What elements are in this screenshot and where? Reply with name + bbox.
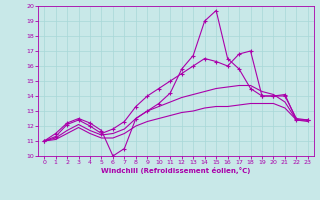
X-axis label: Windchill (Refroidissement éolien,°C): Windchill (Refroidissement éolien,°C): [101, 167, 251, 174]
